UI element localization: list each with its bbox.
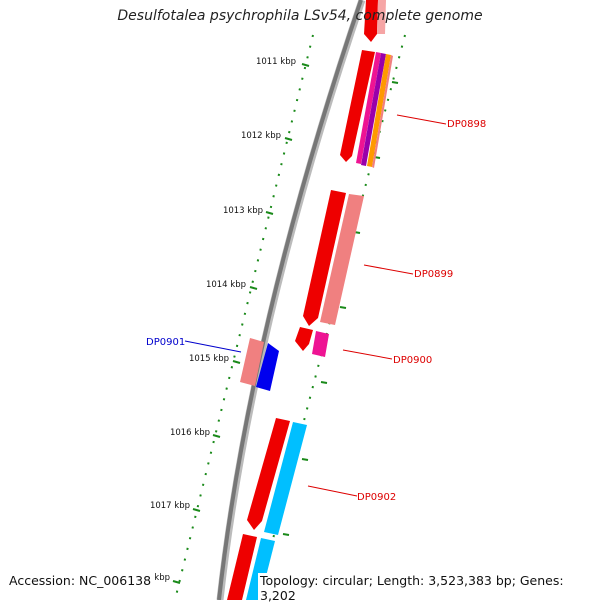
- scale-tick: [212, 434, 221, 438]
- map-title: Desulfotalea psychrophila LSv54, complet…: [117, 8, 483, 24]
- scale-tick: [232, 360, 241, 364]
- genome-backbone: [216, 0, 366, 600]
- label-leader: [363, 264, 414, 275]
- label-leader: [184, 340, 242, 353]
- genome-backbone-core: [217, 0, 363, 600]
- scale-tick: [284, 137, 293, 141]
- outer-ticks: [282, 81, 399, 536]
- scale-tick: [301, 63, 310, 67]
- gene-dp0901[interactable]: [240, 338, 279, 391]
- scale-tick: [265, 211, 274, 215]
- gene-dp0899[interactable]: [303, 190, 364, 326]
- gene-label-dp0898[interactable]: DP0898: [447, 119, 486, 130]
- scale-label: 1016 kbp: [170, 428, 210, 438]
- gene-dp0898[interactable]: [340, 50, 393, 168]
- gene-label-dp0901[interactable]: DP0901: [146, 337, 185, 348]
- gene-bottom-partial[interactable]: [227, 534, 275, 600]
- gene-dp0900[interactable]: [295, 327, 329, 357]
- gene-label-dp0902[interactable]: DP0902: [357, 492, 396, 503]
- scale-track: [174, 34, 406, 600]
- scale-tick: [172, 580, 181, 584]
- scale-tick: [249, 286, 258, 290]
- scale-label: 1015 kbp: [189, 354, 229, 364]
- scale-tick: [192, 508, 201, 512]
- scale-label: 1014 kbp: [206, 280, 246, 290]
- gene-dp0902[interactable]: [247, 418, 307, 535]
- scale-label: 1011 kbp: [256, 57, 296, 67]
- gene-label-dp0900[interactable]: DP0900: [393, 355, 432, 366]
- scale-label: 1012 kbp: [241, 131, 281, 141]
- scale-label: 1013 kbp: [223, 206, 263, 216]
- genome-summary: Topology: circular; Length: 3,523,383 bp…: [258, 573, 600, 603]
- label-leader: [342, 349, 393, 360]
- scale-label: 1017 kbp: [150, 501, 190, 511]
- gene-label-dp0899[interactable]: DP0899: [414, 269, 453, 280]
- accession-text: Accession: NC_006138: [7, 573, 154, 588]
- label-leader: [396, 114, 447, 125]
- gene-top-partial[interactable]: [364, 0, 386, 42]
- label-leader: [307, 485, 358, 497]
